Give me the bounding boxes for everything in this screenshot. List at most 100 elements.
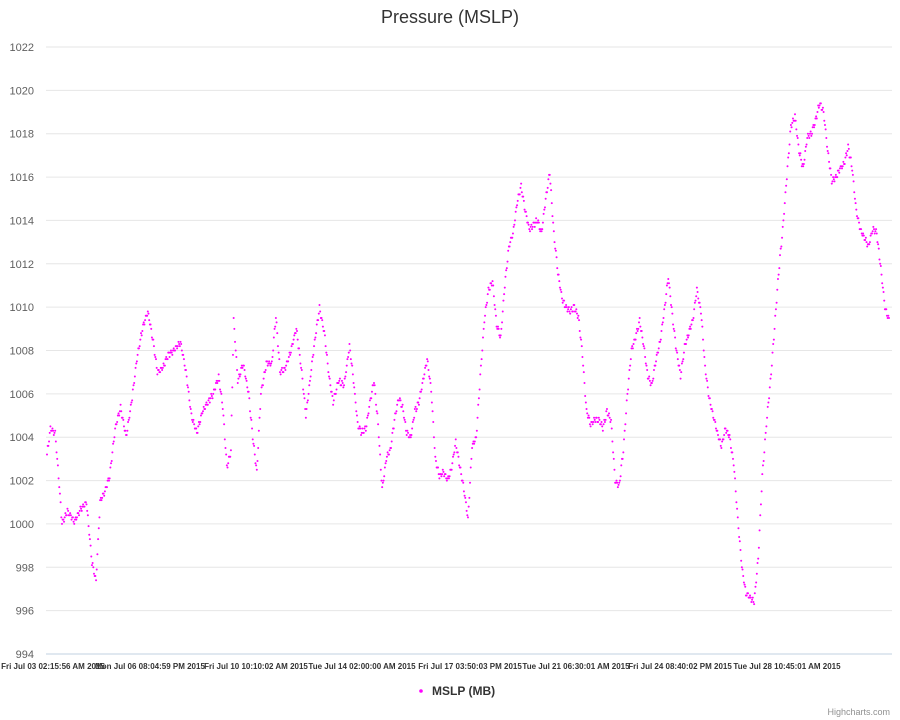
- data-point: [80, 507, 83, 510]
- data-point: [509, 241, 512, 244]
- credits-link[interactable]: Highcharts.com: [827, 707, 890, 717]
- data-point: [778, 267, 781, 270]
- data-point: [841, 165, 844, 168]
- data-point: [266, 360, 269, 363]
- data-point: [624, 423, 627, 426]
- data-point: [511, 232, 514, 235]
- data-point: [881, 282, 884, 285]
- data-point: [209, 397, 212, 400]
- data-point: [245, 379, 248, 382]
- data-point: [56, 464, 59, 467]
- data-point: [60, 522, 63, 525]
- data-point: [852, 180, 855, 183]
- data-point: [190, 412, 193, 415]
- data-point: [783, 202, 786, 205]
- data-point: [768, 397, 771, 400]
- legend[interactable]: MSLP (MB): [419, 684, 495, 698]
- data-point: [597, 416, 600, 419]
- data-point: [222, 414, 225, 417]
- data-point: [834, 173, 837, 176]
- data-point: [738, 535, 741, 538]
- data-point: [736, 507, 739, 510]
- data-point: [830, 173, 833, 176]
- data-point: [221, 401, 224, 404]
- data-point: [412, 418, 415, 421]
- data-point: [381, 486, 384, 489]
- data-point: [280, 369, 283, 372]
- data-point: [129, 410, 132, 413]
- data-point: [269, 364, 272, 367]
- data-point: [583, 382, 586, 385]
- data-point: [260, 386, 263, 389]
- data-point: [98, 516, 101, 519]
- data-point: [670, 306, 673, 309]
- data-point: [321, 319, 324, 322]
- data-point: [883, 299, 886, 302]
- data-point: [800, 158, 803, 161]
- data-point: [732, 464, 735, 467]
- data-point: [786, 165, 789, 168]
- data-point: [601, 425, 604, 428]
- data-point: [628, 369, 631, 372]
- data-point: [464, 496, 467, 499]
- data-point: [175, 345, 178, 348]
- data-point: [710, 408, 713, 411]
- data-point: [169, 349, 172, 352]
- data-point: [490, 284, 493, 287]
- data-point: [69, 514, 72, 517]
- data-point: [447, 477, 450, 480]
- data-point: [833, 180, 836, 183]
- data-point: [514, 210, 517, 213]
- data-point: [531, 225, 534, 228]
- data-point: [804, 145, 807, 148]
- y-tick-label: 1000: [10, 519, 34, 531]
- data-point: [350, 362, 353, 365]
- data-point: [460, 473, 463, 476]
- data-point: [879, 262, 882, 265]
- data-point: [332, 399, 335, 402]
- data-point: [255, 464, 258, 467]
- data-point: [75, 518, 78, 521]
- data-point: [711, 410, 714, 413]
- data-point: [411, 421, 414, 424]
- data-point: [135, 360, 138, 363]
- data-point: [85, 503, 88, 506]
- data-point: [877, 243, 880, 246]
- data-point: [687, 336, 690, 339]
- data-point: [368, 399, 371, 402]
- data-point: [777, 273, 780, 276]
- data-point: [109, 466, 112, 469]
- data-point: [300, 369, 303, 372]
- data-point: [219, 390, 222, 393]
- data-point: [150, 336, 153, 339]
- data-point: [670, 303, 673, 306]
- data-point: [600, 421, 603, 424]
- data-point: [156, 373, 159, 376]
- data-point: [768, 386, 771, 389]
- data-point: [52, 429, 55, 432]
- data-point: [618, 479, 621, 482]
- data-point: [366, 414, 369, 417]
- data-point: [832, 178, 835, 181]
- data-point: [665, 284, 668, 287]
- data-point: [163, 364, 166, 367]
- data-point: [601, 429, 604, 432]
- data-point: [450, 468, 453, 471]
- data-point: [259, 408, 262, 411]
- data-point: [749, 596, 752, 599]
- data-point: [838, 171, 841, 174]
- data-point: [598, 418, 601, 421]
- data-point: [250, 418, 253, 421]
- data-point: [274, 325, 277, 328]
- data-point: [140, 334, 143, 337]
- data-point: [456, 451, 459, 454]
- data-point: [264, 369, 267, 372]
- data-point: [221, 408, 224, 411]
- data-point: [535, 217, 538, 220]
- data-point: [306, 399, 309, 402]
- data-point: [845, 152, 848, 155]
- data-point: [466, 514, 469, 517]
- data-point: [263, 371, 266, 374]
- data-point: [387, 453, 390, 456]
